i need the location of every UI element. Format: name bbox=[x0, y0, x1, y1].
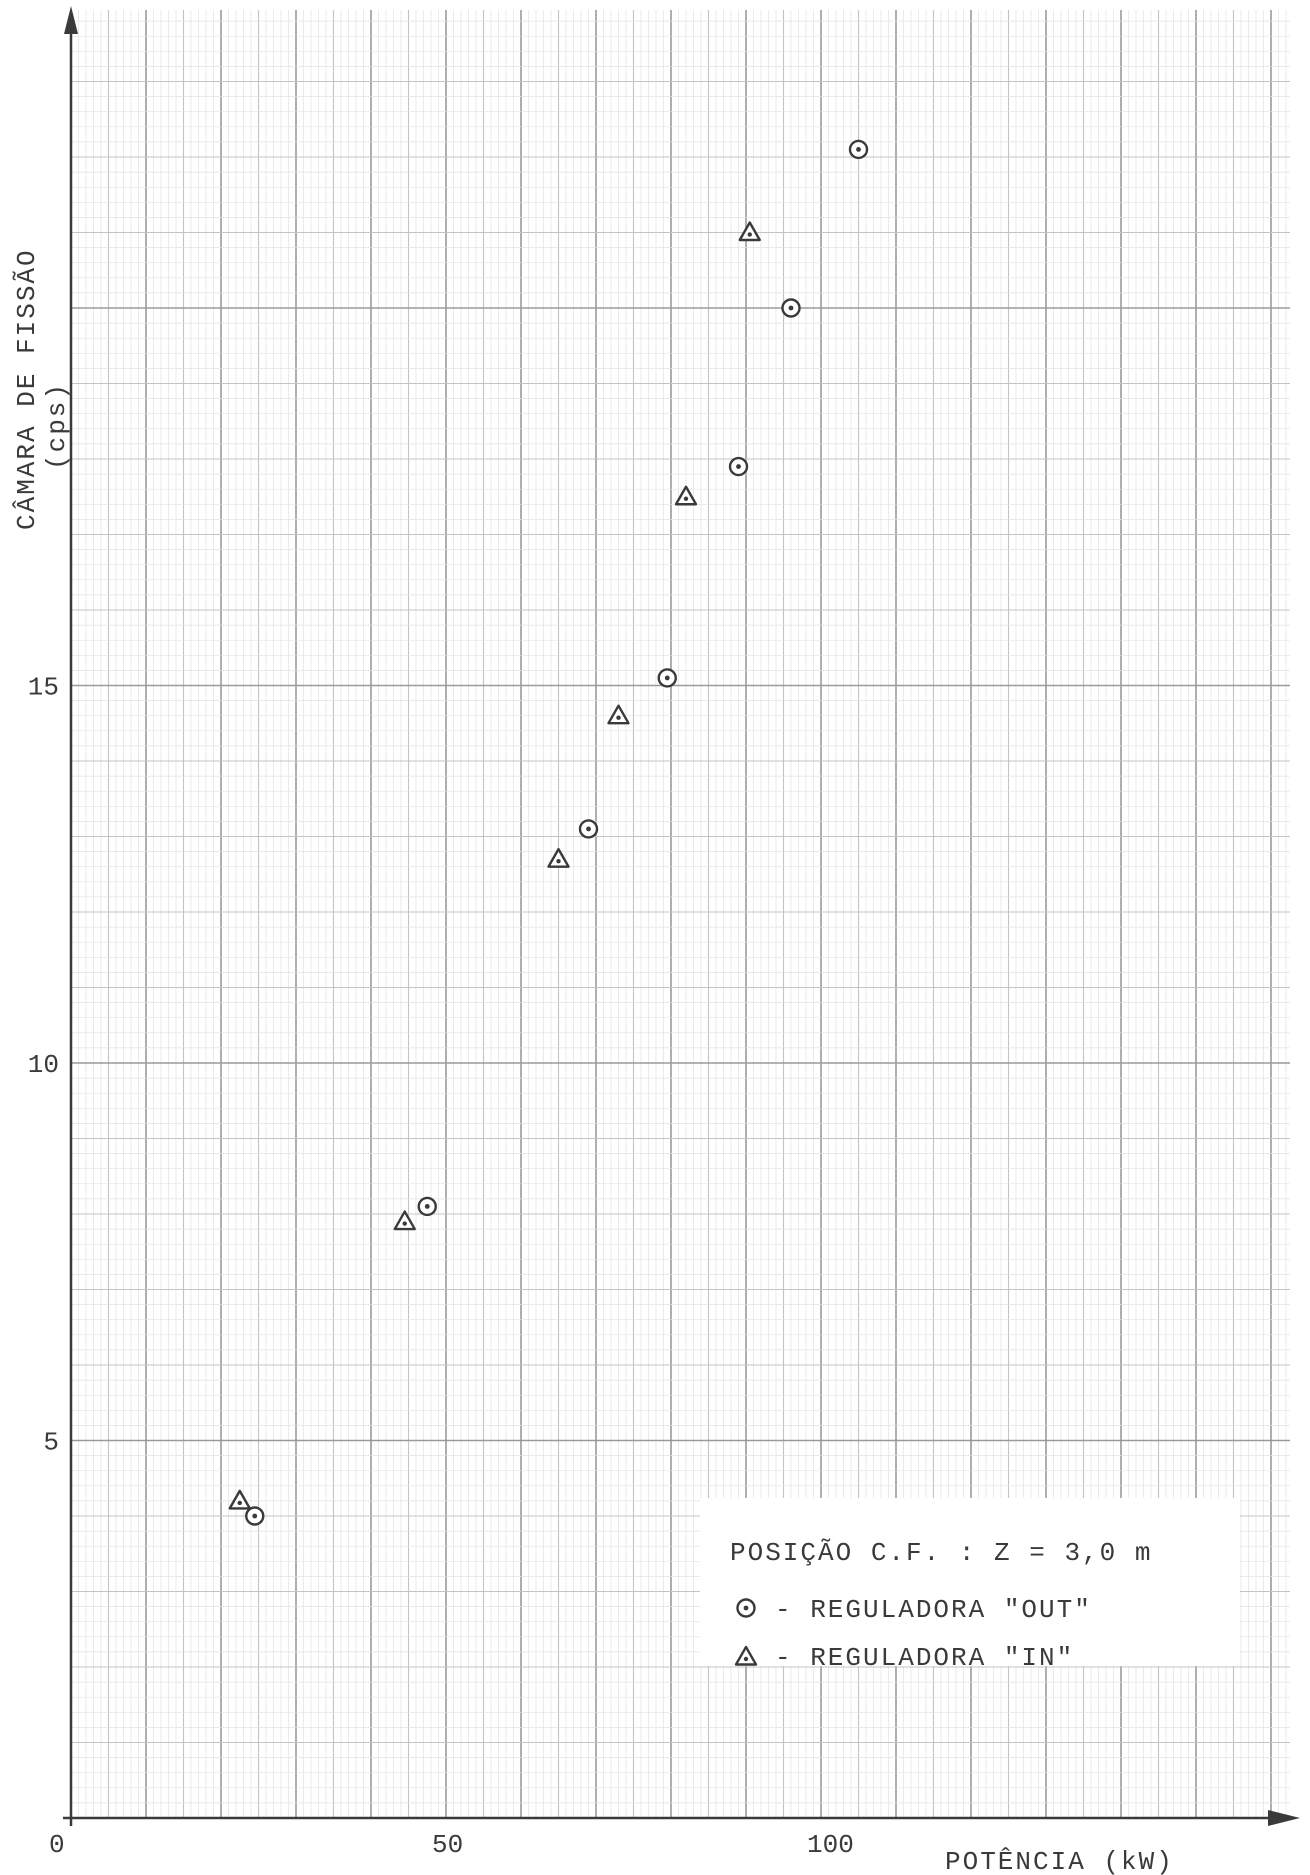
legend-triangle-icon bbox=[734, 1645, 758, 1666]
y-tick-label: 10 bbox=[28, 1050, 59, 1080]
data-point-in bbox=[674, 485, 698, 506]
data-point-out bbox=[245, 1506, 265, 1526]
legend-entry-in: - REGULADORA "IN" bbox=[775, 1643, 1074, 1673]
y-axis-unit: (cps) bbox=[42, 382, 72, 470]
data-point-in bbox=[393, 1210, 416, 1231]
x-tick-label: 100 bbox=[807, 1830, 854, 1860]
data-point-out bbox=[417, 1196, 437, 1217]
legend-circle-marker bbox=[736, 1598, 756, 1618]
data-point-in bbox=[228, 1489, 251, 1510]
data-point-out bbox=[728, 456, 749, 477]
x-axis-label: POTÊNCIA (kW) bbox=[945, 1847, 1174, 1875]
x-tick-label: 0 bbox=[49, 1830, 65, 1860]
y-axis-arrow bbox=[64, 6, 78, 34]
data-point-out bbox=[781, 298, 801, 318]
y-tick-label: 15 bbox=[28, 673, 59, 703]
legend-title: POSIÇÃO C.F. : Z = 3,0 m bbox=[730, 1538, 1152, 1568]
data-points bbox=[228, 139, 869, 1526]
data-point-in bbox=[738, 221, 761, 242]
legend-circle-icon bbox=[736, 1598, 756, 1618]
data-point-out bbox=[657, 668, 677, 688]
legend-box bbox=[700, 1498, 1240, 1666]
data-point-in bbox=[607, 704, 630, 725]
x-axis-arrow bbox=[1268, 1810, 1300, 1826]
data-point-out bbox=[578, 819, 599, 839]
data-point-in bbox=[547, 847, 570, 868]
y-axis-label: CÂMARA DE FISSÃO bbox=[12, 248, 42, 530]
legend: POSIÇÃO C.F. : Z = 3,0 m - REGULADORA "O… bbox=[700, 1498, 1240, 1673]
tick-labels: 0 50 100 5 10 15 bbox=[28, 673, 854, 1861]
axes bbox=[63, 6, 1300, 1826]
y-tick-label: 5 bbox=[43, 1428, 59, 1458]
legend-triangle-marker bbox=[734, 1645, 758, 1666]
x-tick-label: 50 bbox=[432, 1830, 463, 1860]
legend-entry-out: - REGULADORA "OUT" bbox=[775, 1595, 1092, 1625]
data-point-out bbox=[848, 139, 869, 160]
